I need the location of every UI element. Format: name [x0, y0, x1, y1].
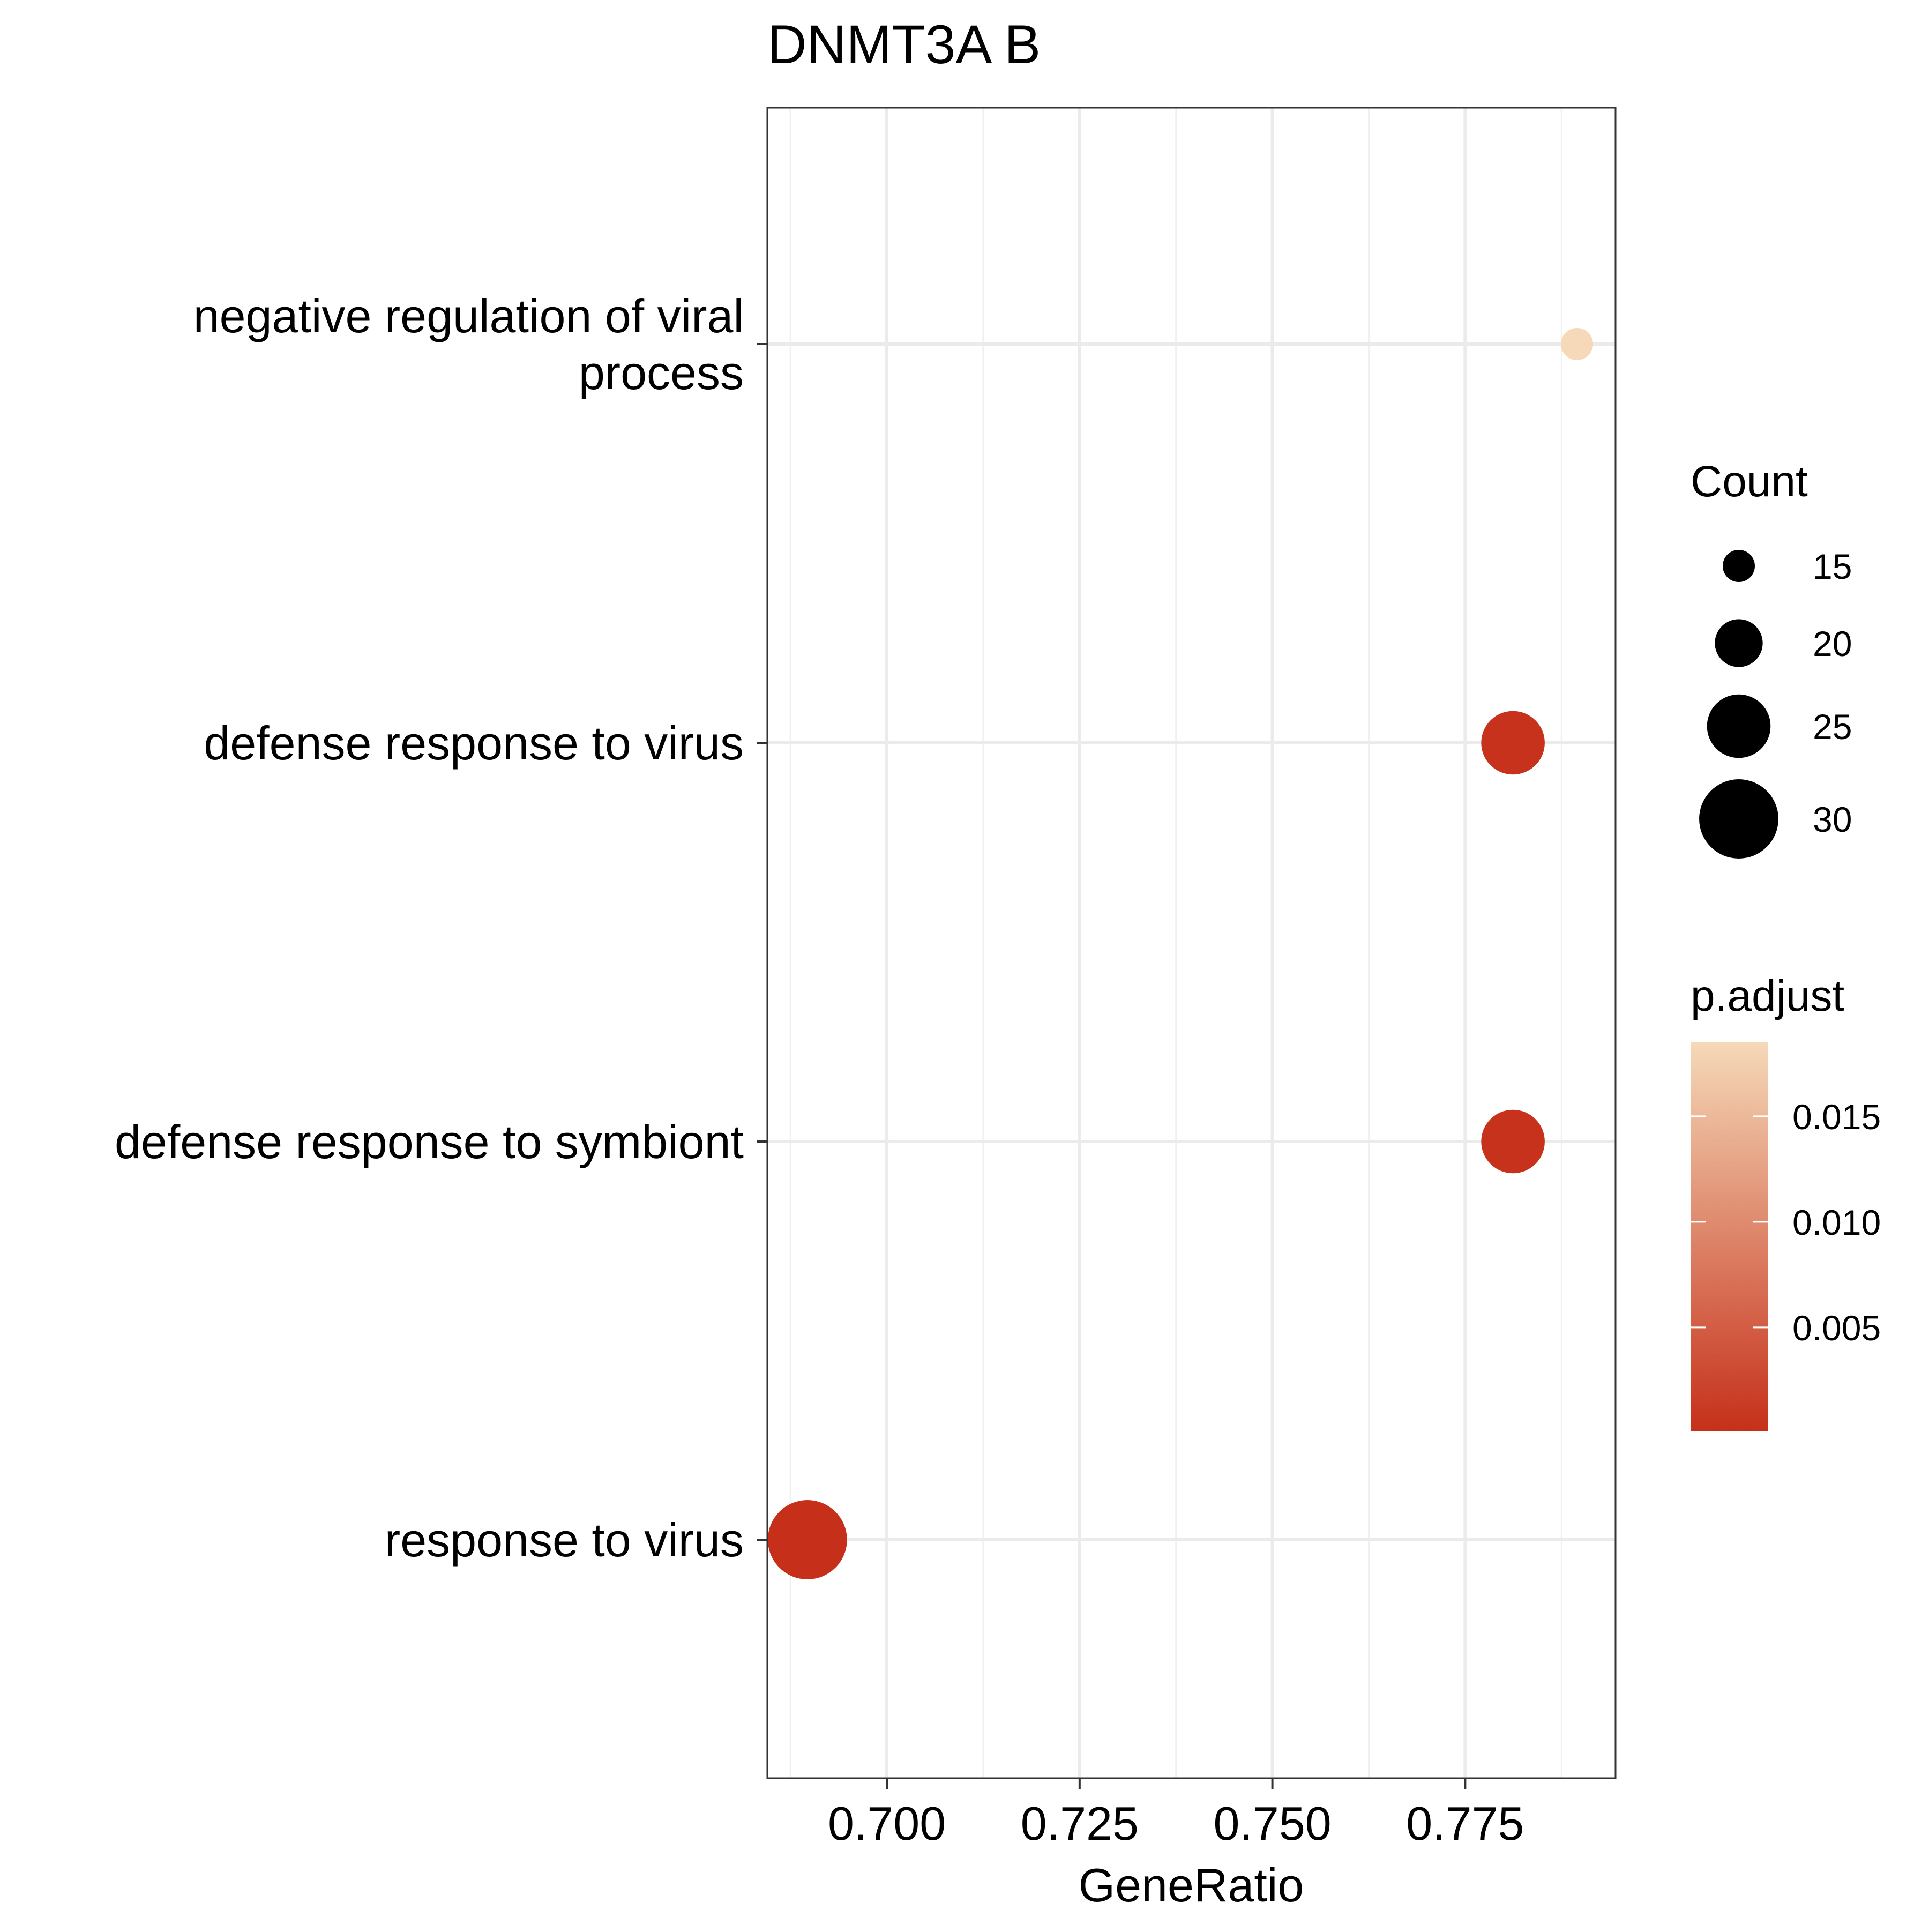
- x-tick-label: 0.750: [1213, 1797, 1331, 1850]
- y-category-label-line: defense response to virus: [204, 717, 744, 770]
- y-axis-labels: negative regulation of viral process defen…: [115, 289, 744, 1567]
- count-size-legend: Count 15 20 25 30: [1691, 457, 1852, 859]
- color-legend-label: 0.010: [1792, 1203, 1881, 1242]
- chart-title: DNMT3A B: [767, 14, 1041, 75]
- y-category-label: negative regulation of viral process: [193, 289, 744, 399]
- data-points: [767, 328, 1594, 1579]
- color-legend-gradient-bar: [1691, 1042, 1768, 1431]
- y-category-label: response to virus: [385, 1513, 744, 1567]
- size-legend-title: Count: [1691, 457, 1808, 506]
- size-legend-key: [1707, 694, 1771, 758]
- x-tick-label: 0.725: [1021, 1797, 1139, 1850]
- x-axis-tick-labels: 0.700 0.725 0.750 0.775: [828, 1797, 1524, 1850]
- x-tick-label: 0.700: [828, 1797, 946, 1850]
- grid-lines: [767, 108, 1616, 1778]
- size-legend-key: [1715, 619, 1763, 667]
- x-tick-label: 0.775: [1406, 1797, 1524, 1850]
- p-adjust-color-legend: p.adjust 0.015 0.010 0.005: [1691, 972, 1881, 1431]
- plot-panel-border: [766, 107, 1617, 1779]
- data-point: [1481, 711, 1545, 775]
- data-point: [1561, 328, 1594, 360]
- y-category-label-line: process: [579, 346, 744, 399]
- size-legend-label: 30: [1813, 800, 1852, 839]
- y-category-label-line: defense response to symbiont: [115, 1115, 744, 1168]
- size-legend-label: 15: [1813, 547, 1852, 586]
- color-legend-label: 0.005: [1792, 1308, 1881, 1348]
- data-point: [767, 1500, 847, 1579]
- color-legend-label: 0.015: [1792, 1097, 1881, 1137]
- size-legend-key: [1723, 550, 1755, 582]
- x-axis-title: GeneRatio: [1079, 1859, 1304, 1912]
- y-category-label-line: negative regulation of viral: [193, 289, 744, 342]
- size-legend-label: 25: [1813, 707, 1852, 747]
- y-category-label: defense response to symbiont: [115, 1115, 744, 1168]
- data-point: [1481, 1109, 1545, 1174]
- axis-ticks: [757, 343, 1467, 1789]
- y-category-label: defense response to virus: [204, 717, 744, 770]
- size-legend-key: [1699, 779, 1778, 859]
- color-legend-title: p.adjust: [1691, 972, 1844, 1020]
- size-legend-label: 20: [1813, 624, 1852, 663]
- y-category-label-line: response to virus: [385, 1513, 744, 1567]
